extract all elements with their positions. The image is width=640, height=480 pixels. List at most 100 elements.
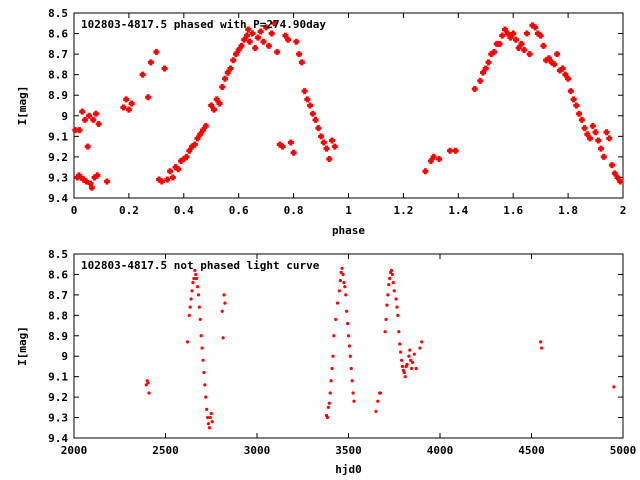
data-point [167, 168, 174, 175]
data-point [169, 174, 176, 181]
data-point [345, 321, 350, 326]
data-point [263, 24, 270, 31]
data-point [194, 272, 198, 277]
data-point [145, 94, 152, 101]
data-point [407, 354, 411, 358]
data-point [183, 153, 190, 160]
data-point [490, 49, 497, 56]
unphased-y-axis-label: I[mag] [16, 326, 29, 366]
data-point [410, 366, 414, 371]
data-point [315, 125, 322, 132]
data-point [447, 147, 454, 154]
data-point [318, 133, 325, 140]
data-point [158, 178, 165, 185]
data-point [384, 317, 388, 322]
data-point [207, 426, 212, 430]
data-point [84, 143, 91, 150]
data-point [103, 178, 110, 185]
data-point [290, 149, 297, 156]
data-point [567, 88, 574, 95]
phased-x-axis-label: phase [332, 224, 365, 237]
phased-axis-ticks: 0 0.2 0.4 0.6 0.8 1 1.2 1.4 1.6 1.8 2 8.5 8.6 8.7 8.8 8… [48, 7, 626, 217]
data-point [395, 305, 399, 309]
data-point [146, 381, 150, 385]
y-tick-label: 9.3 [48, 412, 68, 425]
data-point [482, 65, 489, 72]
y-tick-label: 9.3 [48, 171, 68, 184]
data-point [216, 100, 223, 107]
x-tick-label: 1.4 [448, 204, 468, 217]
x-tick-label: 0.2 [119, 204, 139, 217]
data-point [312, 116, 319, 123]
phased-data-points [72, 20, 624, 191]
data-point [342, 281, 346, 285]
data-point [612, 385, 616, 389]
data-point [201, 358, 205, 362]
data-point [345, 309, 349, 313]
data-point [192, 276, 196, 281]
data-point [554, 51, 561, 58]
data-point [559, 65, 566, 72]
data-point [331, 354, 335, 358]
data-point [510, 30, 517, 37]
y-tick-label: 8.5 [48, 248, 68, 261]
data-point [374, 409, 378, 414]
data-point [195, 276, 199, 281]
data-point [210, 106, 217, 113]
data-point [139, 71, 146, 78]
data-point [326, 405, 330, 409]
data-point [327, 401, 331, 405]
data-point [190, 289, 194, 293]
data-point [408, 348, 412, 352]
data-point [202, 370, 206, 375]
data-point [352, 399, 356, 403]
data-point [320, 139, 327, 146]
data-point [189, 297, 193, 301]
data-point [265, 42, 272, 49]
data-point [147, 59, 154, 66]
data-point [477, 77, 484, 84]
data-point [343, 285, 347, 289]
data-point [348, 354, 352, 358]
data-point [397, 330, 401, 334]
data-point [376, 399, 380, 403]
x-tick-label: 0.8 [284, 204, 304, 217]
data-point [521, 47, 528, 53]
data-point [329, 137, 336, 144]
data-point [307, 102, 314, 109]
data-point [409, 358, 413, 362]
data-point [391, 281, 395, 285]
data-point [153, 49, 160, 56]
data-point [565, 75, 572, 82]
x-tick-label: 0.6 [229, 204, 249, 217]
data-point [339, 270, 343, 274]
data-point [209, 411, 213, 416]
data-point [420, 340, 424, 344]
data-point [394, 297, 398, 301]
y-tick-label: 9.4 [48, 432, 68, 445]
phased-plot-frame [73, 12, 624, 199]
data-point [326, 155, 333, 162]
unphased-x-axis-label: hjd0 [335, 463, 362, 476]
data-point [199, 334, 203, 338]
y-tick-label: 8.8 [48, 309, 68, 322]
data-point [144, 383, 148, 387]
data-point [205, 407, 209, 411]
x-tick-label: 2500 [152, 444, 179, 457]
data-point [175, 166, 182, 173]
x-tick-label: 1.2 [393, 204, 413, 217]
data-point [79, 108, 86, 115]
data-point [340, 266, 344, 270]
data-point [551, 61, 558, 68]
data-point [187, 313, 191, 317]
data-point [164, 176, 171, 183]
data-point [298, 59, 305, 66]
data-point [410, 360, 415, 364]
data-point [471, 86, 478, 93]
data-point [389, 268, 394, 272]
data-point [128, 100, 135, 107]
x-tick-label: 3500 [335, 444, 362, 457]
data-point [185, 340, 190, 344]
data-point [539, 340, 543, 344]
data-point [526, 51, 533, 58]
